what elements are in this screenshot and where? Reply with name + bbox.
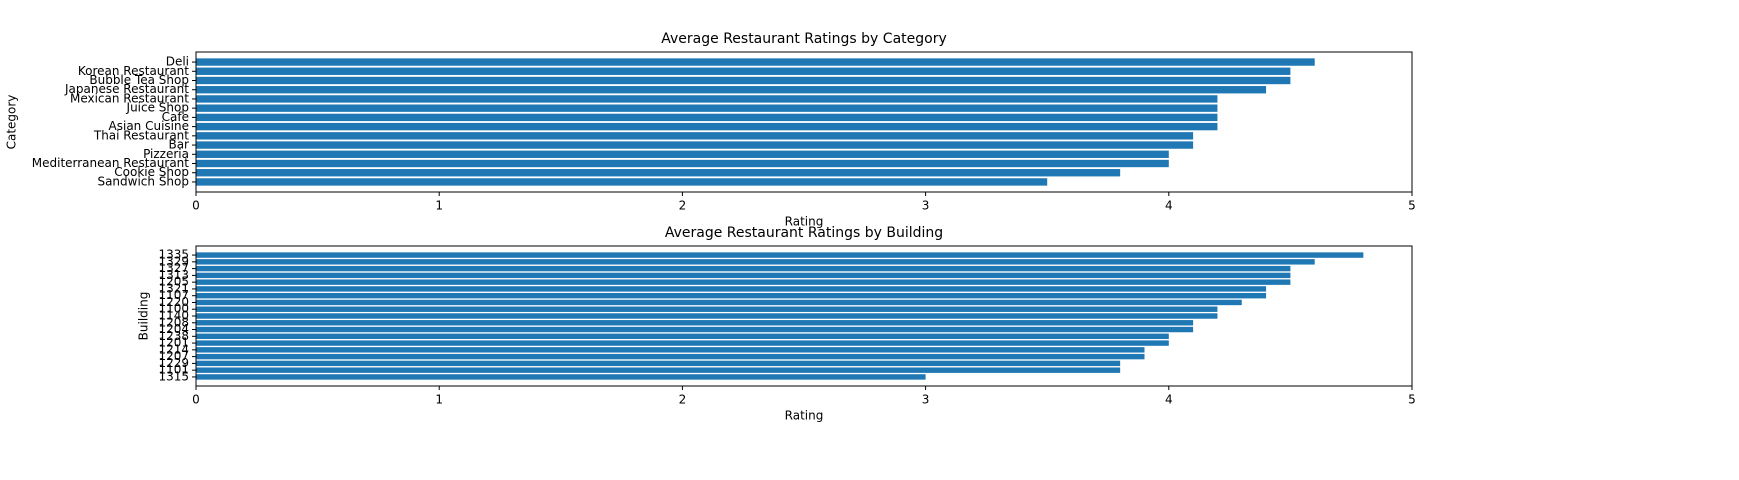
y-tick-label: Thai Restaurant [93,128,189,142]
y-axis-label: Category [5,95,19,150]
y-tick-label: Mexican Restaurant [70,91,189,105]
y-tick-label: Korean Restaurant [78,64,189,78]
bar [196,272,1291,279]
bar [196,347,1145,353]
bar [196,326,1194,333]
y-tick-label: 1201 [158,336,189,350]
chart-title: Average Restaurant Ratings by Building [665,225,943,241]
bar [196,178,1048,186]
bar [196,58,1315,66]
bar [196,67,1291,75]
x-tick-label: 4 [1165,393,1173,407]
x-tick-label: 5 [1408,199,1416,213]
y-tick-label: 1204 [158,322,189,336]
y-tick-label: Mediterranean Restaurant [32,156,190,170]
y-tick-label: 1100 [158,302,189,316]
y-tick-label: Bubble Tea Shop [89,73,189,87]
x-axis-label: Rating [785,409,824,423]
x-tick-label: 3 [922,199,930,213]
y-tick-label: Asian Cuisine [109,119,189,133]
x-tick-label: 4 [1165,199,1173,213]
y-tick-label: 1220 [158,295,189,309]
bar [196,159,1169,168]
bar [196,141,1194,149]
y-tick-label: 1107 [158,288,189,302]
x-tick-label: 0 [192,199,200,213]
bar [196,252,1364,258]
y-tick-label: 1140 [158,309,189,323]
x-axis-label: Rating [785,215,824,229]
bar [196,95,1218,103]
y-tick-label: 1207 [158,349,189,363]
bar [196,292,1267,299]
x-tick-label: 5 [1408,393,1416,407]
bar [196,259,1315,265]
y-tick-label: Sandwich Shop [97,174,189,188]
bar [196,333,1169,340]
y-tick-label: 1327 [158,261,189,275]
x-tick-label: 0 [192,393,200,407]
y-tick-label: Pizzeria [143,147,189,161]
bar [196,86,1267,94]
bar [196,150,1169,158]
bar [196,353,1145,360]
y-tick-label: 1214 [158,342,189,356]
y-tick-label: Bar [168,138,189,152]
bar [196,279,1291,285]
y-tick-label: 1313 [158,268,189,282]
bar [196,367,1121,373]
y-tick-label: 1205 [158,275,189,289]
x-tick-label: 1 [435,199,443,213]
chart-title: Average Restaurant Ratings by Category [661,31,947,47]
y-tick-label: Cookie Shop [114,165,189,179]
y-tick-label: 1321 [158,281,189,295]
y-tick-label: 1329 [158,254,189,268]
y-tick-label: 1208 [158,315,189,329]
y-axis-label: Building [137,292,151,341]
y-tick-label: Cafe [162,110,189,124]
bar [196,76,1291,85]
bar [196,320,1194,326]
x-tick-label: 3 [922,393,930,407]
bar [196,313,1218,319]
axes-frame [195,51,1413,193]
bar [196,286,1267,292]
bar [196,169,1121,177]
bar [196,265,1291,272]
y-tick-label: 1238 [158,329,189,343]
bar [196,122,1218,131]
y-tick-label: Deli [166,55,189,69]
bar [196,340,1169,346]
bar [196,360,1121,367]
x-tick-label: 2 [679,393,687,407]
bar [196,374,926,380]
bar [196,299,1242,306]
y-tick-label: Juice Shop [126,101,189,115]
y-tick-label: Japanese Restaurant [64,82,189,96]
axes-frame [195,245,1413,387]
y-tick-label: 1335 [158,248,189,262]
y-tick-label: 1315 [158,369,189,383]
bar [196,132,1194,140]
y-tick-label: 1229 [158,356,189,370]
bar [196,306,1218,312]
y-tick-label: 1101 [158,363,189,377]
x-tick-label: 1 [435,393,443,407]
bar [196,113,1218,122]
bar [196,104,1218,112]
x-tick-label: 2 [679,199,687,213]
